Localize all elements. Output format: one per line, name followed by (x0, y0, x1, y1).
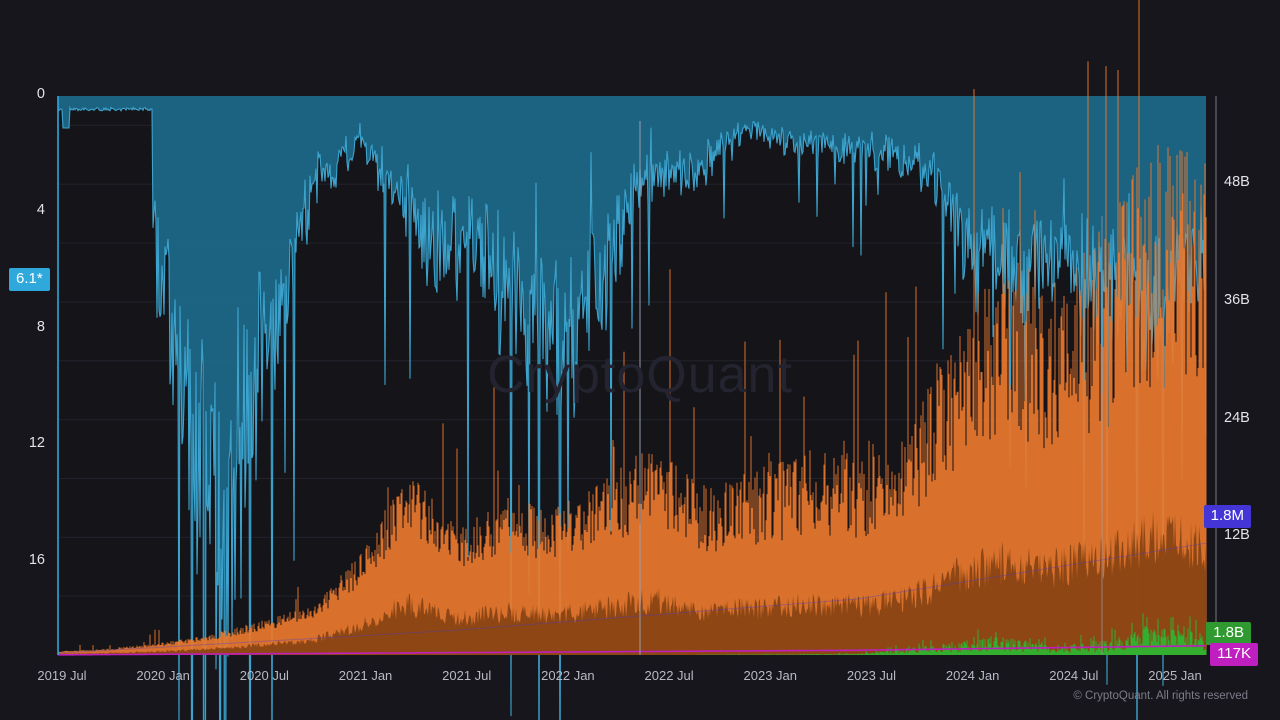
y-axis-right-tick-label: 24B (1224, 409, 1250, 426)
series-line-usdt-cex-tx (58, 644, 1206, 656)
y-axis-left-tick-label: 4 (36, 202, 45, 219)
series-area-usdt-tx-amount-base (58, 510, 1206, 655)
series-line-usdt-tx-count (58, 542, 1207, 654)
series-line-usdt-cex-share (57, 105, 1207, 720)
series-area-usdt-cex-share (58, 96, 1206, 720)
x-axis-tick-label: 2020 Jul (239, 668, 289, 683)
y-axis-left-tick-label: 8 (36, 318, 45, 335)
x-axis-tick-label: 2024 Jan (945, 668, 1000, 683)
y-axis-right-tick-label: 36B (1224, 291, 1250, 308)
y-axis-left-tick-label: 16 (28, 551, 45, 568)
x-axis-tick-label: 2023 Jul (846, 668, 897, 683)
y-axis-right-tick-label: 12B (1224, 527, 1250, 544)
y-axis-left-tick-label: 0 (36, 86, 45, 102)
x-axis-tick-label: 2024 Jul (1049, 668, 1099, 683)
y-axis-left-tick-label: 12 (28, 435, 45, 452)
x-axis-tick-label: 2020 Jan (136, 668, 190, 683)
x-axis-tick-label: 2021 Jan (338, 668, 393, 683)
x-axis-tick-label: 2025 Jan (1148, 668, 1202, 683)
status-badge-tx-count: 1.8M (1203, 505, 1251, 528)
copyright-notice: © CryptoQuant. All rights reserved (1073, 690, 1248, 702)
status-badge-cex-share: 6.1* (9, 268, 50, 291)
y-axis-right-tick-label: 48B (1224, 174, 1250, 191)
status-badge-cex-inflow: 1.8B (1206, 622, 1251, 645)
x-axis-tick-label: 2022 Jul (644, 668, 694, 683)
x-axis-tick-label: 2019 Jul (37, 668, 87, 683)
x-axis-tick-label: 2023 Jan (743, 668, 798, 683)
x-axis-tick-label: 2021 Jul (442, 668, 492, 683)
status-badge-cex-tx: 117K (1210, 643, 1258, 666)
x-axis-tick-label: 2022 Jan (541, 668, 595, 683)
